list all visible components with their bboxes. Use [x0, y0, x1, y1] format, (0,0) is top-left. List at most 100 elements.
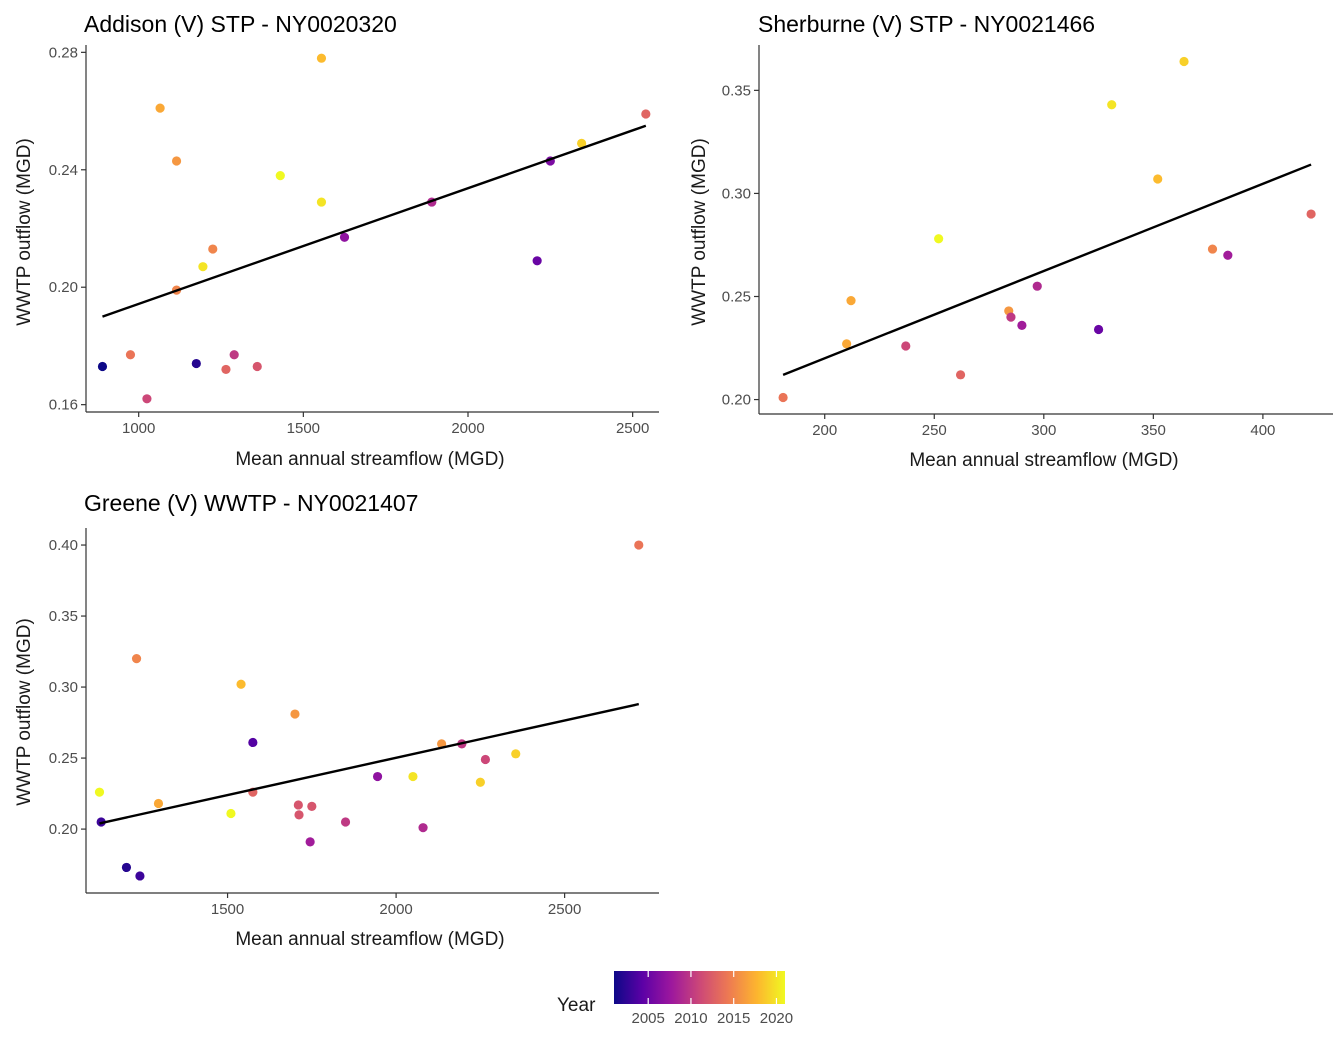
- y-axis-title: WWTP outflow (MGD): [14, 618, 35, 806]
- data-point: [1017, 320, 1027, 330]
- x-tick-label: 2500: [548, 901, 581, 918]
- data-point: [778, 392, 788, 403]
- x-axis-title: Mean annual streamflow (MGD): [235, 929, 504, 950]
- colorbar-ticks: 2005 2010 2015 2020: [632, 971, 793, 1027]
- data-point: [641, 109, 651, 119]
- y-axis-title: WWTP outflow (MGD): [689, 138, 710, 326]
- data-point: [339, 232, 350, 242]
- x-tick-label: 2000: [451, 420, 484, 437]
- data-point: [171, 156, 182, 166]
- x-tick-label: 200: [812, 422, 837, 439]
- data-point: [901, 341, 911, 351]
- data-point: [221, 364, 231, 375]
- data-point: [275, 171, 285, 181]
- data-point: [248, 737, 258, 748]
- x-tick-label: 2500: [616, 420, 649, 437]
- data-point: [293, 800, 303, 810]
- data-point: [153, 798, 164, 809]
- axes: 1000 1500 2000 2500 0.16 0.20 0.24 0.28: [49, 44, 659, 437]
- data-point: [955, 370, 966, 380]
- y-tick-label: 0.25: [722, 288, 751, 305]
- data-point: [1107, 100, 1117, 110]
- y-tick-label: 0.35: [49, 608, 78, 625]
- trend-line: [102, 124, 647, 318]
- y-tick-label: 0.16: [49, 397, 78, 414]
- panel-title: Sherburne (V) STP - NY0021466: [758, 11, 1095, 37]
- data-point: [846, 296, 856, 306]
- data-point: [131, 654, 142, 664]
- data-point: [532, 256, 542, 266]
- panel-sherburne: Sherburne (V) STP - NY0021466 200 250 300 3…: [689, 11, 1333, 471]
- colorbar-tick-label: 2015: [717, 1010, 750, 1027]
- panel-title: Greene (V) WWTP - NY0021407: [84, 490, 418, 516]
- data-point: [142, 394, 152, 404]
- data-point: [94, 787, 105, 797]
- data-point: [226, 808, 236, 819]
- trend-line-group: [99, 702, 640, 825]
- data-point: [155, 103, 165, 113]
- data-point: [252, 361, 262, 372]
- data-point: [842, 339, 852, 349]
- y-tick-label: 0.25: [49, 750, 78, 767]
- data-point: [475, 777, 485, 787]
- data-point: [418, 823, 428, 833]
- data-point: [305, 837, 315, 847]
- trend-line-group: [782, 163, 1312, 376]
- colorbar-tick-label: 2020: [760, 1010, 793, 1027]
- panel-title: Addison (V) STP - NY0020320: [84, 11, 397, 37]
- data-point: [191, 358, 201, 369]
- data-point: [1223, 250, 1233, 260]
- x-tick-label: 1500: [211, 901, 244, 918]
- x-axis-title: Mean annual streamflow (MGD): [909, 450, 1178, 471]
- data-point: [198, 262, 208, 272]
- trend-line-group: [102, 124, 647, 318]
- data-point: [125, 350, 136, 360]
- x-tick-label: 2000: [379, 901, 412, 918]
- y-tick-label: 0.30: [722, 185, 751, 202]
- axes: 200 250 300 350 400 0.20 0.25 0.30 0.35: [722, 45, 1333, 439]
- data-point: [634, 540, 644, 550]
- x-tick-label: 1000: [122, 420, 155, 437]
- data-point: [480, 754, 491, 765]
- data-point: [290, 709, 300, 719]
- data-point: [1306, 209, 1316, 219]
- colorbar: [614, 971, 785, 1004]
- legend-title: Year: [557, 995, 596, 1016]
- data-point: [1179, 56, 1189, 67]
- y-tick-label: 0.24: [49, 162, 78, 179]
- scatter-points: [97, 53, 651, 404]
- data-point: [340, 817, 351, 827]
- data-point: [316, 53, 327, 63]
- data-point: [229, 350, 239, 360]
- x-tick-label: 250: [922, 422, 947, 439]
- data-point: [135, 871, 145, 881]
- y-tick-label: 0.20: [722, 392, 751, 409]
- x-tick-label: 1500: [287, 420, 320, 437]
- data-point: [1207, 244, 1218, 254]
- trend-line: [99, 702, 640, 825]
- data-point: [934, 234, 944, 244]
- y-axis-title: WWTP outflow (MGD): [14, 138, 35, 326]
- panel-greene: Greene (V) WWTP - NY0021407 1500 2000 2500…: [14, 490, 659, 950]
- data-point: [1093, 324, 1104, 335]
- y-tick-label: 0.20: [49, 821, 78, 838]
- data-point: [121, 862, 132, 873]
- axes: 1500 2000 2500 0.20 0.25 0.30 0.35 0.40: [49, 528, 659, 918]
- data-point: [577, 138, 587, 148]
- x-axis-title: Mean annual streamflow (MGD): [235, 449, 504, 470]
- colorbar-legend: Year 2005 2010 2015 2020: [557, 971, 793, 1027]
- panel-addison: Addison (V) STP - NY0020320 1000 1500 2000…: [14, 11, 659, 470]
- data-point: [208, 244, 218, 254]
- data-point: [236, 679, 246, 689]
- data-point: [511, 749, 521, 759]
- colorbar-tick-label: 2005: [632, 1010, 665, 1027]
- y-tick-label: 0.28: [49, 44, 78, 61]
- x-tick-label: 400: [1250, 422, 1275, 439]
- data-point: [97, 361, 108, 372]
- data-point: [408, 771, 418, 782]
- data-point: [1006, 312, 1016, 322]
- x-tick-label: 350: [1141, 422, 1166, 439]
- colorbar-tick-label: 2010: [674, 1010, 707, 1027]
- y-tick-label: 0.35: [722, 82, 751, 99]
